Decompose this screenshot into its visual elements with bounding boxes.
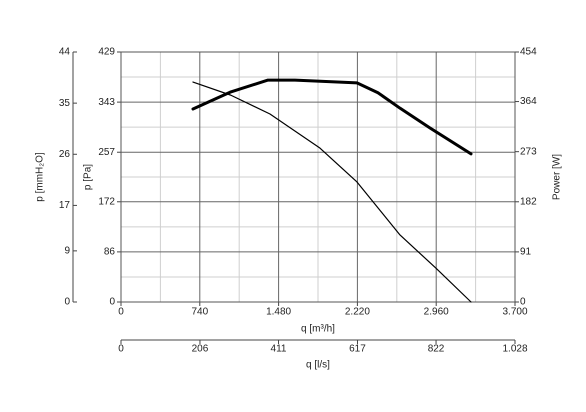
y3-tick-label: 17	[59, 200, 71, 211]
x-tick-label: 1.480	[266, 307, 291, 318]
y-tick-label: 343	[98, 97, 115, 108]
y3-tick-label: 35	[59, 98, 71, 109]
x-tick-label: 740	[191, 307, 208, 318]
plot-frame	[120, 51, 516, 303]
y3-tick-label: 26	[59, 149, 71, 160]
x-axis-label: q [m³/h]	[301, 324, 335, 335]
x2-tick-label: 822	[428, 344, 445, 355]
x-tick-label: 0	[118, 307, 124, 318]
y-tick-label: 0	[109, 297, 115, 308]
y-tick-label: 172	[98, 196, 115, 207]
y2-tick-label: 0	[520, 297, 526, 308]
y-tick-label: 257	[98, 147, 115, 158]
y-axis-label: p [Pa]	[83, 164, 94, 190]
y2-tick-label: 364	[520, 96, 537, 107]
x-tick-label: 2.220	[345, 307, 370, 318]
y2-tick-label: 273	[520, 146, 537, 157]
y2-tick-label: 454	[520, 47, 537, 58]
y2-tick-label: 182	[520, 196, 537, 207]
y3-axis-label: p [mmH₂O]	[35, 152, 46, 202]
x2-axis-label: q [l/s]	[306, 360, 330, 371]
x2-tick-label: 1.028	[502, 344, 527, 355]
x2-tick-label: 206	[192, 344, 209, 355]
y-tick-label: 429	[98, 47, 115, 58]
x2-tick-label: 617	[349, 344, 366, 355]
y2-axis-label: Power [W]	[552, 154, 563, 200]
x2-tick-label: 411	[271, 344, 287, 355]
x-tick-label: 2.960	[424, 307, 449, 318]
y3-tick-label: 44	[59, 47, 71, 58]
y3-tick-label: 0	[64, 297, 70, 308]
y-tick-label: 86	[104, 247, 116, 258]
y3-tick-label: 9	[64, 246, 70, 257]
y2-tick-label: 91	[520, 247, 532, 258]
x2-tick-label: 0	[118, 344, 124, 355]
curve	[191, 78, 473, 156]
curve	[192, 81, 472, 303]
x-tick-label: 3.700	[502, 307, 527, 318]
